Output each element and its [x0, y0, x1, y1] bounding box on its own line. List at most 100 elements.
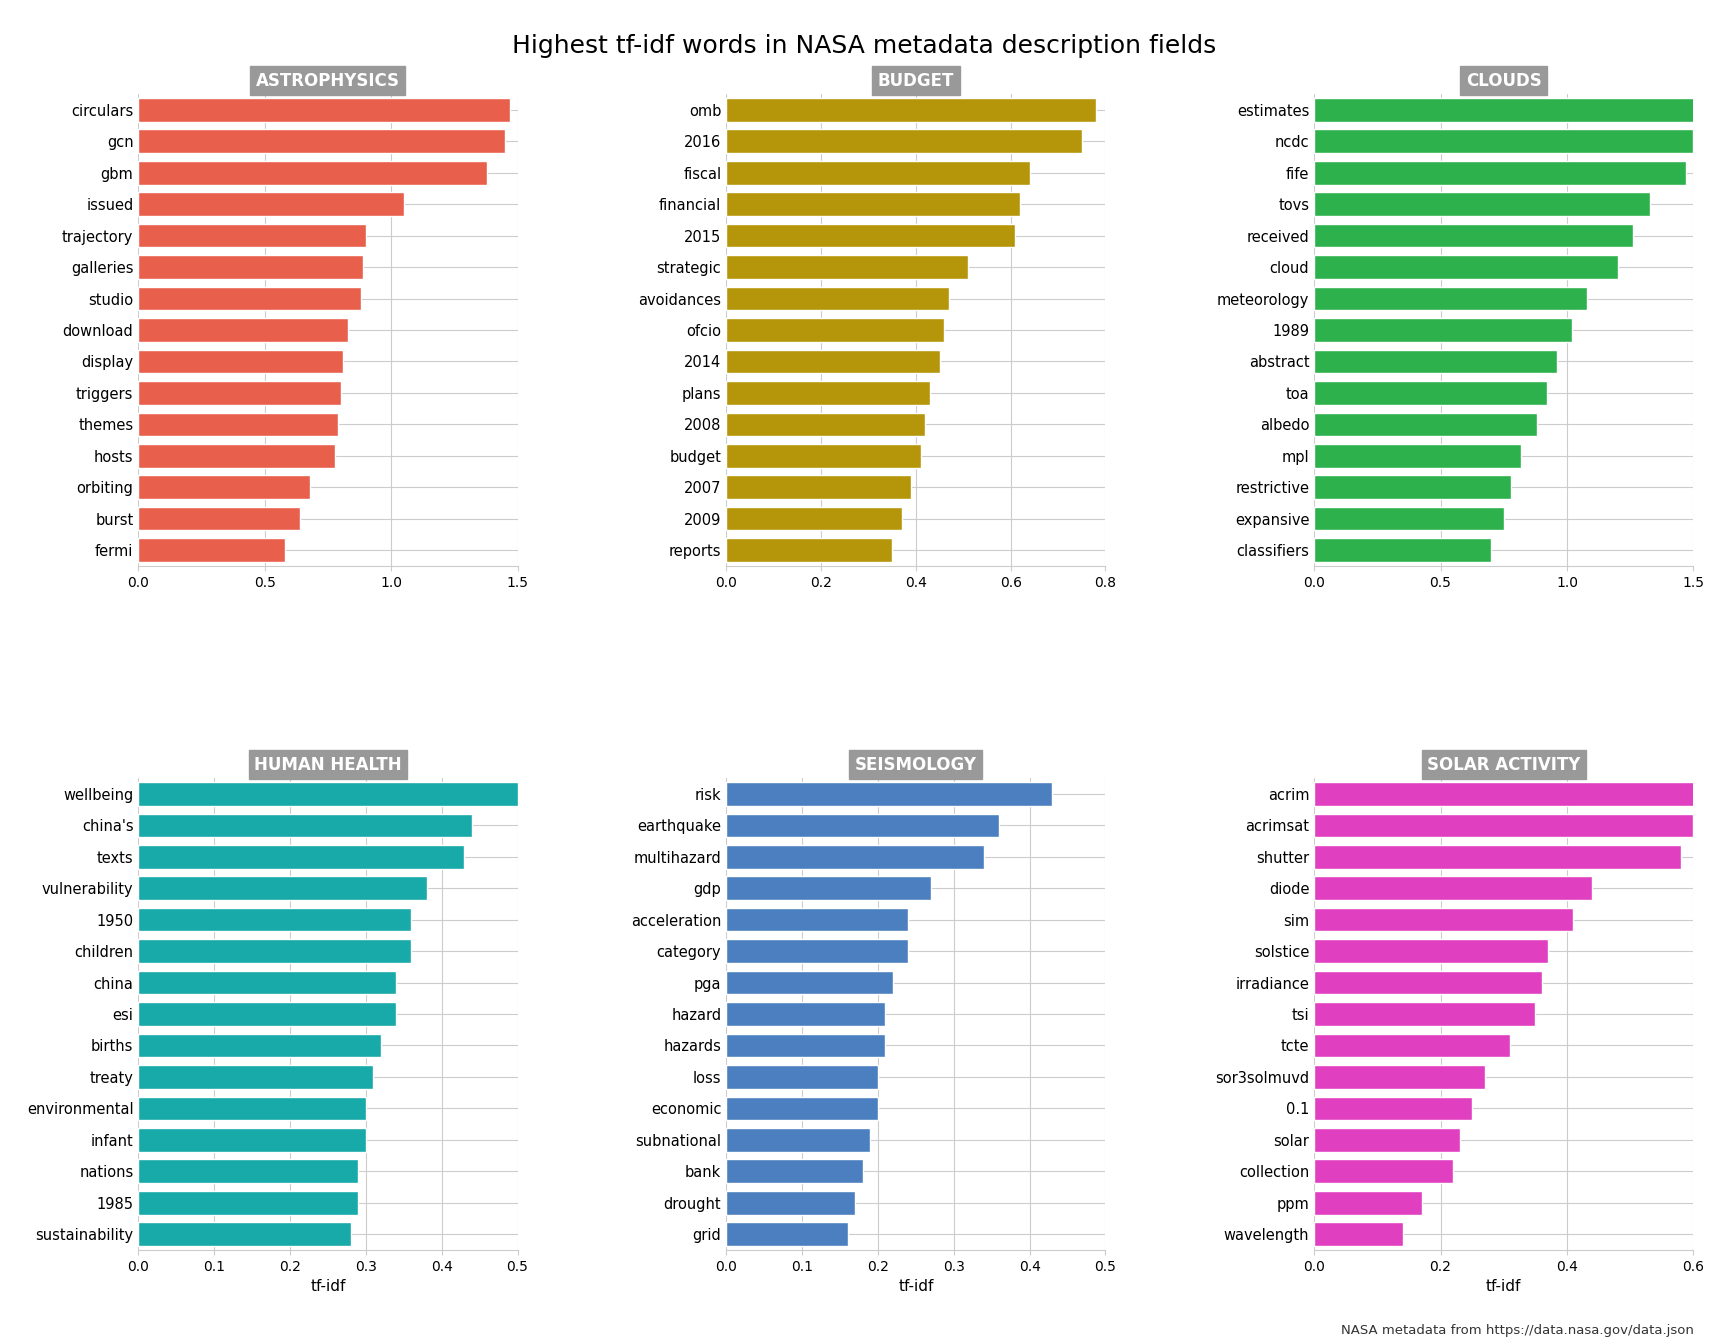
Bar: [726, 286, 949, 310]
Bar: [1313, 876, 1591, 900]
Bar: [726, 1160, 862, 1183]
Bar: [726, 1191, 855, 1215]
Bar: [1313, 909, 1572, 931]
Bar: [138, 444, 335, 468]
Bar: [138, 876, 427, 900]
Bar: [1313, 98, 1706, 121]
Bar: [138, 161, 487, 184]
Bar: [1313, 1223, 1403, 1246]
Bar: [1313, 255, 1617, 278]
Title: SOLAR ACTIVITY: SOLAR ACTIVITY: [1427, 755, 1581, 774]
Bar: [726, 476, 911, 499]
Bar: [1313, 319, 1572, 341]
Bar: [726, 224, 1016, 247]
Bar: [726, 507, 902, 531]
X-axis label: tf-idf: tf-idf: [1486, 1279, 1521, 1294]
Bar: [1313, 1003, 1536, 1025]
Bar: [726, 845, 985, 868]
Bar: [1313, 129, 1693, 153]
Bar: [138, 98, 510, 121]
Bar: [138, 909, 411, 931]
Bar: [726, 413, 924, 435]
Bar: [726, 444, 921, 468]
Bar: [1313, 970, 1541, 995]
Bar: [1313, 1160, 1453, 1183]
X-axis label: tf-idf: tf-idf: [899, 1279, 933, 1294]
Bar: [726, 782, 1052, 805]
Bar: [726, 319, 943, 341]
Bar: [138, 349, 344, 374]
Bar: [138, 813, 472, 837]
Bar: [138, 970, 396, 995]
Title: SEISMOLOGY: SEISMOLOGY: [855, 755, 976, 774]
Bar: [138, 1128, 366, 1152]
Title: HUMAN HEALTH: HUMAN HEALTH: [254, 755, 401, 774]
Bar: [726, 1128, 871, 1152]
Bar: [138, 1223, 351, 1246]
Bar: [138, 845, 465, 868]
Bar: [1313, 1097, 1472, 1120]
Title: ASTROPHYSICS: ASTROPHYSICS: [256, 71, 399, 90]
Title: BUDGET: BUDGET: [878, 71, 954, 90]
Bar: [138, 319, 347, 341]
Bar: [138, 1003, 396, 1025]
Bar: [138, 1097, 366, 1120]
Title: CLOUDS: CLOUDS: [1465, 71, 1541, 90]
Bar: [726, 1066, 878, 1089]
Bar: [138, 129, 505, 153]
Bar: [726, 349, 940, 374]
Bar: [1313, 286, 1588, 310]
Bar: [138, 413, 339, 435]
Bar: [726, 98, 1096, 121]
Bar: [138, 1160, 358, 1183]
Bar: [726, 970, 893, 995]
Text: NASA metadata from https://data.nasa.gov/data.json: NASA metadata from https://data.nasa.gov…: [1341, 1324, 1693, 1337]
Bar: [138, 1191, 358, 1215]
Bar: [726, 1034, 885, 1058]
Bar: [726, 382, 930, 405]
Bar: [138, 255, 363, 278]
Bar: [1313, 782, 1706, 805]
Bar: [1313, 192, 1650, 216]
Bar: [726, 1223, 847, 1246]
Bar: [726, 192, 1020, 216]
Bar: [138, 1066, 373, 1089]
Bar: [1313, 161, 1687, 184]
Bar: [726, 539, 892, 562]
Bar: [1313, 539, 1491, 562]
Bar: [1313, 813, 1693, 837]
Bar: [1313, 444, 1521, 468]
Bar: [1313, 1034, 1510, 1058]
Bar: [138, 507, 301, 531]
Bar: [726, 161, 1030, 184]
Bar: [726, 813, 999, 837]
Bar: [1313, 476, 1512, 499]
Bar: [726, 255, 968, 278]
Bar: [138, 382, 340, 405]
Bar: [1313, 845, 1681, 868]
Bar: [726, 939, 909, 962]
Bar: [1313, 1191, 1422, 1215]
Bar: [726, 1097, 878, 1120]
Bar: [138, 286, 361, 310]
Bar: [1313, 1066, 1484, 1089]
Bar: [1313, 413, 1536, 435]
X-axis label: tf-idf: tf-idf: [311, 1279, 346, 1294]
Bar: [138, 476, 311, 499]
Bar: [726, 129, 1082, 153]
Bar: [138, 782, 518, 805]
Bar: [1313, 939, 1548, 962]
Bar: [1313, 382, 1547, 405]
Bar: [1313, 507, 1503, 531]
Bar: [138, 539, 285, 562]
Bar: [1313, 349, 1557, 374]
Bar: [1313, 1128, 1460, 1152]
Bar: [138, 1034, 380, 1058]
Bar: [138, 939, 411, 962]
Bar: [726, 909, 909, 931]
Bar: [1313, 224, 1633, 247]
Bar: [726, 1003, 885, 1025]
Bar: [726, 876, 931, 900]
Bar: [138, 224, 366, 247]
Text: Highest tf-idf words in NASA metadata description fields: Highest tf-idf words in NASA metadata de…: [511, 34, 1217, 58]
